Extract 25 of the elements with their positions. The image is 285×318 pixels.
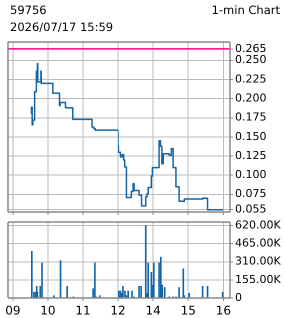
y-tick-label: 465.00K [235, 236, 282, 250]
y-tick-label: 0 [235, 290, 242, 304]
y-tick-label: 0.250 [235, 53, 266, 66]
x-tick-label: 12 [110, 303, 126, 318]
x-tick-label: 10 [40, 303, 56, 318]
x-tick-label: 15 [180, 303, 196, 318]
x-tick-label: 14 [145, 303, 161, 318]
y-tick-label: 0.150 [235, 130, 266, 143]
y-tick-label: 0.075 [235, 187, 266, 200]
chart-subtitle: 2026/07/17 15:59 [10, 20, 114, 34]
y-tick-label: 620.00K [235, 218, 282, 232]
text: 1-min Chart [212, 3, 280, 17]
y-tick-label: 0.055 [235, 202, 266, 216]
y-tick-label: 0.200 [235, 92, 266, 105]
y-tick-label: 155.00K [235, 272, 282, 286]
y-tick-label: 0.265 [235, 42, 266, 55]
y-tick-label: 310.00K [235, 254, 282, 268]
chart-title: 59756 [10, 3, 47, 17]
x-tick-label: 16 [216, 303, 231, 318]
y-tick-label: 0.125 [235, 148, 266, 162]
y-tick-label: 0.225 [235, 72, 266, 86]
y-tick-label: 0.100 [235, 168, 266, 182]
x-tick-label: 11 [75, 303, 91, 318]
x-tick-label: 09 [5, 303, 21, 318]
y-tick-label: 0.175 [235, 110, 266, 124]
